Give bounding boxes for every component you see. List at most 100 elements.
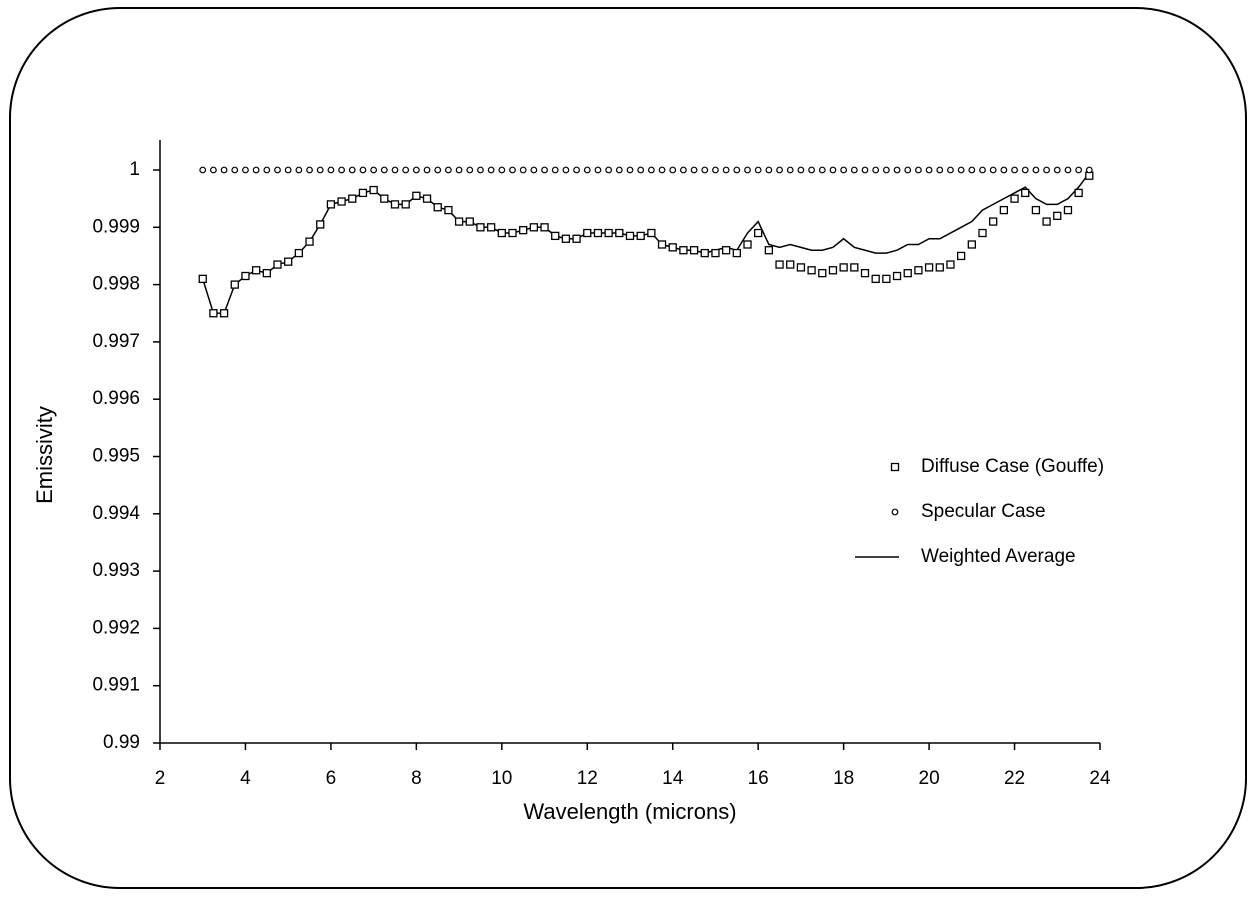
data-point	[829, 166, 837, 174]
data-point	[530, 166, 538, 174]
data-point	[231, 166, 239, 174]
data-point	[230, 280, 239, 289]
data-point	[947, 166, 954, 174]
data-point	[274, 166, 281, 174]
legend-marker	[891, 508, 899, 516]
data-point	[743, 240, 752, 249]
data-point	[306, 166, 313, 174]
data-point	[615, 228, 624, 238]
x-tick-label: 10	[491, 768, 512, 789]
y-tick-label: 0.993	[92, 560, 140, 581]
data-point	[626, 166, 634, 174]
data-point	[872, 166, 880, 174]
data-point	[210, 166, 217, 174]
data-point	[625, 231, 635, 241]
data-point	[476, 223, 485, 232]
data-point	[711, 248, 720, 258]
y-tick-label: 0.994	[92, 503, 140, 524]
y-tick-label: 1	[129, 159, 140, 180]
series-line	[202, 172, 1090, 314]
data-point	[924, 263, 934, 272]
data-point	[391, 166, 399, 174]
data-point	[573, 166, 580, 174]
y-tick-label: 0.99	[103, 732, 140, 753]
data-point	[262, 268, 271, 278]
y-tick-label: 0.997	[92, 331, 140, 352]
data-point	[412, 166, 420, 174]
data-point	[637, 166, 645, 174]
x-axis-title: Wavelength (microns)	[523, 799, 736, 824]
data-point	[1063, 205, 1073, 215]
data-point	[1053, 211, 1062, 220]
data-point	[294, 248, 304, 258]
data-point	[251, 266, 261, 275]
data-point	[818, 268, 827, 278]
data-point	[967, 240, 976, 249]
data-point	[348, 166, 356, 174]
data-point	[241, 271, 250, 281]
data-point	[498, 166, 506, 174]
y-axis-title: Emissivity	[32, 406, 57, 504]
data-point	[509, 166, 516, 174]
data-point	[754, 166, 762, 174]
data-point	[712, 166, 719, 174]
data-point	[1032, 166, 1040, 174]
data-point	[1031, 205, 1041, 215]
data-point	[220, 166, 228, 174]
x-tick-label: 20	[919, 768, 940, 789]
data-point	[594, 166, 602, 174]
data-point	[561, 234, 571, 243]
x-tick-label: 8	[411, 768, 422, 789]
data-point	[669, 166, 677, 174]
data-point	[380, 194, 389, 203]
data-point	[818, 166, 826, 174]
y-tick-label: 0.996	[92, 388, 140, 409]
data-point	[808, 166, 815, 174]
data-point	[497, 228, 506, 238]
y-tick-label: 0.995	[92, 446, 140, 467]
data-point	[775, 260, 784, 269]
data-point	[338, 166, 345, 174]
data-point	[199, 166, 207, 174]
data-point	[957, 166, 965, 174]
data-point	[657, 240, 667, 249]
data-point	[786, 260, 795, 269]
y-tick-label: 0.991	[92, 675, 140, 696]
data-point	[604, 228, 613, 238]
data-point	[305, 237, 314, 246]
x-tick-label: 18	[833, 768, 854, 789]
legend-label: Specular Case	[921, 501, 1046, 522]
data-point	[412, 191, 421, 200]
data-point	[860, 268, 870, 278]
data-point	[370, 166, 378, 174]
data-point	[979, 166, 986, 174]
data-point	[721, 246, 731, 255]
x-tick-label: 16	[748, 768, 769, 789]
y-tick-label: 0.998	[92, 274, 140, 295]
x-tick-label: 22	[1004, 768, 1025, 789]
data-point	[700, 248, 709, 258]
data-point	[807, 266, 816, 275]
data-point	[466, 166, 474, 174]
data-point	[487, 166, 495, 174]
data-point	[541, 166, 548, 174]
data-point	[946, 260, 955, 269]
data-point	[679, 246, 688, 255]
data-point	[1064, 166, 1072, 174]
data-point	[647, 228, 656, 238]
data-point	[327, 166, 335, 174]
data-point	[465, 217, 474, 226]
data-point	[454, 217, 464, 226]
data-point	[999, 205, 1009, 215]
x-tick-label: 6	[326, 768, 337, 789]
data-point	[369, 185, 378, 195]
data-point	[486, 223, 496, 232]
data-point	[915, 166, 922, 174]
y-tick-label: 0.992	[92, 617, 140, 638]
data-point	[636, 231, 645, 241]
data-point	[540, 223, 549, 232]
data-point	[615, 166, 623, 174]
data-point	[390, 200, 400, 209]
data-point	[925, 166, 933, 174]
